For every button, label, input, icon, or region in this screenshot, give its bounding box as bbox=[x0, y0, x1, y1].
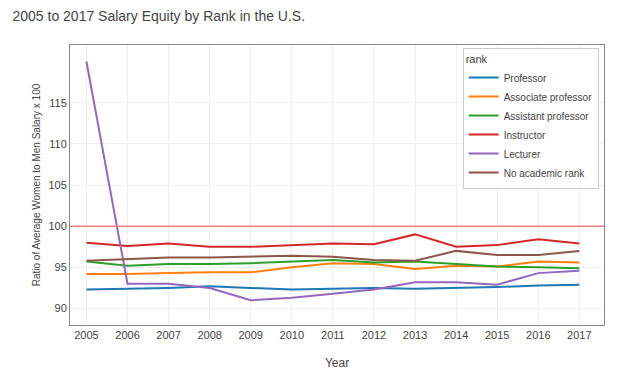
svg-text:2014: 2014 bbox=[444, 329, 468, 341]
svg-text:105: 105 bbox=[48, 179, 66, 191]
svg-text:No academic rank: No academic rank bbox=[504, 168, 586, 179]
svg-text:Ratio of Average Women to Men: Ratio of Average Women to Men Salary x 1… bbox=[31, 83, 42, 286]
svg-text:2012: 2012 bbox=[362, 329, 386, 341]
svg-text:2017: 2017 bbox=[567, 329, 591, 341]
svg-text:2013: 2013 bbox=[403, 329, 427, 341]
svg-text:Lecturer: Lecturer bbox=[504, 149, 541, 160]
svg-text:2005: 2005 bbox=[74, 329, 98, 341]
svg-text:2007: 2007 bbox=[156, 329, 180, 341]
svg-text:2008: 2008 bbox=[197, 329, 221, 341]
svg-text:115: 115 bbox=[49, 97, 67, 109]
svg-text:Professor: Professor bbox=[504, 73, 547, 84]
svg-text:95: 95 bbox=[55, 261, 67, 273]
svg-text:Instructor: Instructor bbox=[504, 130, 546, 141]
svg-text:2016: 2016 bbox=[526, 329, 550, 341]
svg-text:2010: 2010 bbox=[280, 329, 304, 341]
svg-text:2015: 2015 bbox=[485, 329, 509, 341]
svg-text:100: 100 bbox=[48, 220, 66, 232]
svg-text:90: 90 bbox=[55, 302, 67, 314]
svg-text:Year: Year bbox=[325, 356, 349, 370]
svg-text:2009: 2009 bbox=[238, 329, 262, 341]
svg-text:2006: 2006 bbox=[115, 329, 139, 341]
svg-text:rank: rank bbox=[466, 53, 488, 65]
svg-text:2011: 2011 bbox=[321, 329, 345, 341]
svg-text:110: 110 bbox=[49, 138, 67, 150]
svg-text:Associate professor: Associate professor bbox=[504, 92, 592, 103]
svg-text:2005 to 2017 Salary Equity by: 2005 to 2017 Salary Equity by Rank in th… bbox=[12, 8, 305, 24]
svg-text:Assistant professor: Assistant professor bbox=[504, 111, 590, 122]
